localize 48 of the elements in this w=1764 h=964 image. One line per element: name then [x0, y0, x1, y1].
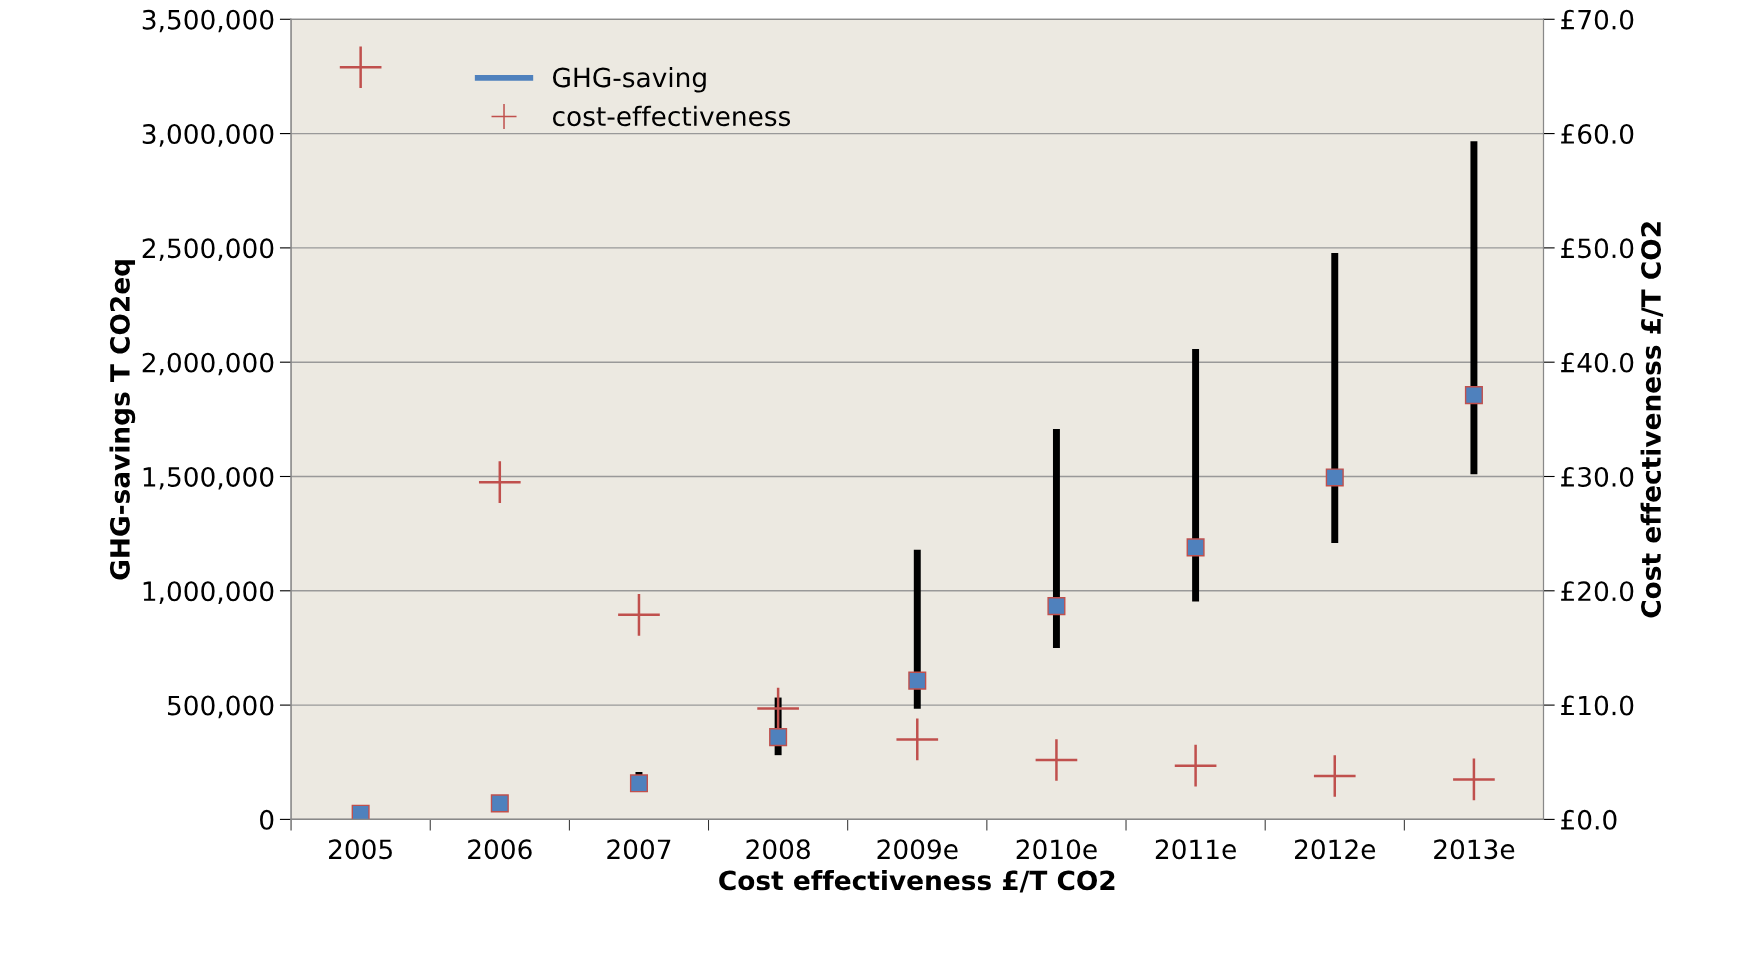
point: [1464, 386, 1483, 405]
point: [1035, 739, 1078, 781]
x-axis-title: Cost effectiveness £/T CO2: [719, 869, 1115, 893]
legend-label: GHG-saving: [553, 67, 706, 93]
y2-tick-label: £10.0: [1561, 695, 1634, 716]
y2-tick-label: £60.0: [1561, 124, 1634, 144]
legend-label: cost-effectiveness: [552, 105, 791, 127]
y2-tick-label: £30.0: [1561, 466, 1634, 487]
y2-tick-label: £50.0: [1561, 238, 1634, 259]
y2-tick-label: £0.0: [1561, 809, 1617, 830]
y-axis-title: GHG-savings T CO2eq: [109, 260, 136, 580]
y2-tick-label: £20.0: [1561, 581, 1634, 602]
y-tick-label: 3,500,000: [142, 9, 274, 33]
y-tick-label: 500,000: [168, 695, 274, 719]
y2-axis-title: Cost effectiveness £/T CO2: [1640, 222, 1664, 618]
point: [618, 593, 660, 636]
x-tick-label: 2006: [468, 839, 532, 860]
point: [629, 774, 648, 793]
point: [896, 718, 939, 761]
point: [1186, 538, 1205, 557]
point: [339, 46, 382, 89]
y-tick-label: 3,000,000: [142, 124, 274, 147]
point: [757, 687, 799, 730]
x-tick-label: 2013e: [1434, 839, 1515, 860]
x-tick-label: 2010e: [1016, 839, 1097, 860]
y-tick-label: 1,000,000: [143, 581, 274, 604]
point: [1174, 744, 1217, 787]
point: [1325, 468, 1344, 487]
x-tick-label: 2005: [328, 839, 392, 860]
y2-tick-label: £40.0: [1561, 352, 1634, 373]
x-tick-label: 2009e: [877, 839, 958, 860]
x-tick-label: 2011e: [1155, 839, 1236, 860]
y-tick-label: 2,500,000: [142, 238, 274, 261]
x-tick-label: 2008: [746, 839, 810, 860]
point: [908, 671, 927, 690]
x-tick-label: 2007: [607, 839, 671, 860]
point: [478, 461, 521, 504]
x-tick-label: 2012e: [1295, 839, 1376, 860]
point: [769, 728, 788, 747]
point: [351, 804, 370, 820]
point: [1313, 755, 1356, 797]
point: [1047, 597, 1066, 616]
y2-tick-label: £70.0: [1561, 9, 1634, 30]
y-tick-label: 2,000,000: [142, 352, 274, 376]
y-tick-label: 1,500,000: [143, 466, 274, 490]
point: [1453, 758, 1495, 801]
point: [490, 794, 509, 813]
y-tick-label: 0: [260, 809, 274, 830]
